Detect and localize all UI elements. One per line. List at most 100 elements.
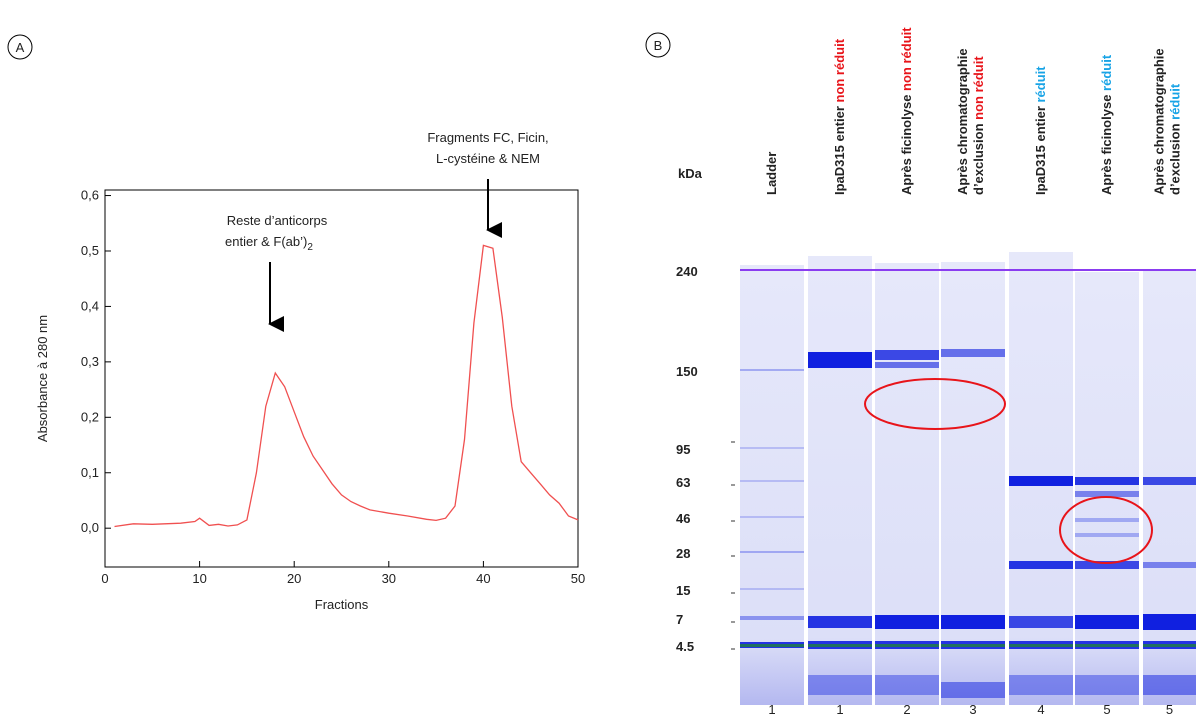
- gel-band: [1143, 644, 1196, 647]
- lane-header-part: Ladder: [764, 152, 779, 195]
- x-tick-label: 50: [571, 571, 585, 586]
- gel-band: [875, 644, 939, 647]
- gel-lane: [875, 263, 939, 705]
- panel-letter: A: [16, 40, 25, 55]
- gel-lane: [1075, 272, 1139, 705]
- gel-unit: kDa: [678, 166, 703, 181]
- y-tick-label: 0,1: [81, 465, 99, 480]
- gel-band: [1143, 675, 1196, 695]
- y-tick-label: 0,5: [81, 243, 99, 258]
- gel-band: [1075, 533, 1139, 537]
- gel-band: [875, 362, 939, 368]
- gel-band: [1075, 491, 1139, 497]
- lane-header: Après chromatographie: [955, 48, 970, 195]
- x-tick-label: 30: [382, 571, 396, 586]
- lane-header: Après chromatographie: [1152, 48, 1167, 195]
- lane-header-part: Après ficinolyse: [1099, 91, 1114, 195]
- lane-number: 1: [768, 702, 775, 715]
- y-tick-label: 0,4: [81, 298, 99, 313]
- y-tick-label: 0,0: [81, 520, 99, 535]
- lane-number: 2: [903, 702, 910, 715]
- gel-lane: [941, 262, 1005, 705]
- marker-label: 46: [676, 511, 690, 526]
- gel-band: [740, 480, 804, 482]
- highlight: [864, 378, 1006, 430]
- gel-band: [875, 675, 939, 695]
- lane-number: 1: [836, 702, 843, 715]
- gel-band: [941, 615, 1005, 629]
- x-tick-label: 40: [476, 571, 490, 586]
- gel-band: [941, 349, 1005, 357]
- y-tick-label: 0,6: [81, 188, 99, 203]
- gel-band: [1143, 562, 1196, 568]
- marker-label: 28: [676, 546, 690, 561]
- x-tick-label: 10: [192, 571, 206, 586]
- gel-band: [1009, 644, 1073, 647]
- lane-header-part: d’exclusion: [971, 120, 986, 195]
- lane-header-part: non réduit: [832, 38, 847, 102]
- gel-band: [740, 551, 804, 553]
- marker-label: 4.5: [676, 639, 694, 654]
- annotation: entier & F(ab’)2: [225, 234, 313, 253]
- marker-label: 240: [676, 264, 698, 279]
- marker-label: 7: [676, 612, 683, 627]
- y-axis-label: Absorbance à 280 nm: [35, 315, 50, 442]
- gel-band: [808, 644, 872, 647]
- gel-band: [941, 682, 1005, 698]
- lane-header: Après ficinolyse réduit: [1099, 54, 1114, 195]
- gel-band: [740, 616, 804, 620]
- gel-band: [1143, 614, 1196, 630]
- x-tick-label: 20: [287, 571, 301, 586]
- marker-label: 63: [676, 475, 690, 490]
- lane-header-part: Après chromatographie: [955, 48, 970, 195]
- plot-frame: [104, 189, 579, 568]
- gel-band: [1009, 616, 1073, 628]
- gel-band: [1075, 518, 1139, 522]
- gel-band: [875, 350, 939, 360]
- annotation: L-cystéine & NEM: [436, 151, 540, 166]
- gel-band: [1075, 615, 1139, 629]
- lane-number: 5: [1166, 702, 1173, 715]
- panel-letter: B: [654, 38, 663, 53]
- gel-band: [1075, 644, 1139, 647]
- lane-number: 3: [969, 702, 976, 715]
- gel-band: [875, 615, 939, 629]
- lane-header: IpaD315 entier réduit: [1033, 66, 1048, 195]
- gel-band: [808, 352, 872, 368]
- annotation: Fragments FC, Ficin,: [427, 130, 548, 145]
- lane-header-part: non réduit: [899, 27, 914, 91]
- lane-header-part: d’exclusion: [1168, 120, 1183, 195]
- gel-band: [1009, 476, 1073, 486]
- marker-label: 95: [676, 442, 690, 457]
- lane-header: Après ficinolyse non réduit: [899, 27, 914, 195]
- gel-band: [740, 369, 804, 371]
- gel-lane: [808, 256, 872, 705]
- annotation: Reste d’anticorps: [227, 213, 328, 228]
- lane-header-part: Après ficinolyse: [899, 91, 914, 195]
- lane-header-part: réduit: [1033, 66, 1048, 103]
- lane-number: 5: [1103, 702, 1110, 715]
- gel-band: [1143, 477, 1196, 485]
- gel-band: [941, 644, 1005, 647]
- lane-header-part: réduit: [1099, 54, 1114, 91]
- x-axis-label: Fractions: [315, 597, 369, 612]
- gel-band: [1075, 675, 1139, 695]
- panel-circle: [7, 34, 33, 60]
- highlight: [1059, 496, 1153, 564]
- x-tick-label: 0: [101, 571, 108, 586]
- gel-band: [1075, 477, 1139, 485]
- lane-header-part: non réduit: [971, 56, 986, 120]
- gel-band: [808, 675, 872, 695]
- gel-band: [740, 447, 804, 449]
- lane-header: d’exclusion réduit: [1168, 83, 1183, 195]
- lane-header: Ladder: [764, 152, 779, 195]
- y-tick-label: 0,2: [81, 409, 99, 424]
- gel-band: [808, 616, 872, 628]
- panel-circle: [645, 32, 671, 58]
- gel-lane: [740, 265, 804, 705]
- y-tick-label: 0,3: [81, 354, 99, 369]
- lane-header-part: IpaD315 entier: [1033, 103, 1048, 196]
- lane-header-part: réduit: [1168, 83, 1183, 120]
- annotation-sub: 2: [307, 242, 313, 253]
